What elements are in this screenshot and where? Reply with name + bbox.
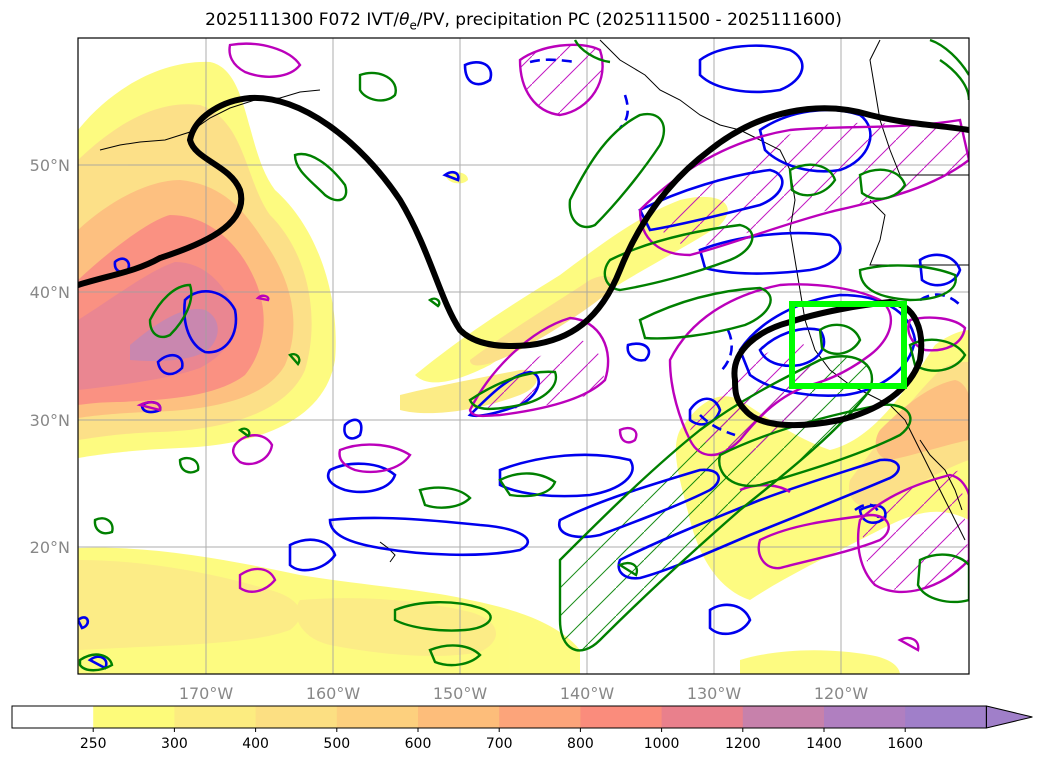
map-area [78, 38, 969, 674]
lon-axis-labels: 170°W 160°W 150°W 140°W 130°W 120°W [179, 684, 869, 703]
colorbar-tick-label: 250 [80, 736, 107, 752]
lon-label: 150°W [433, 684, 488, 703]
colorbar-tick-label: 1000 [644, 736, 680, 752]
colorbar-tick-label: 700 [486, 736, 513, 752]
colorbar-extend-arrow [985, 705, 1033, 729]
colorbar-tick-label: 500 [323, 736, 350, 752]
lon-label: 120°W [814, 684, 869, 703]
colorbar-swatch [580, 706, 663, 728]
colorbar-swatch [12, 706, 94, 728]
colorbar-swatch [93, 706, 175, 728]
colorbar-tick-label: 1600 [887, 736, 923, 752]
lon-label: 160°W [306, 684, 361, 703]
colorbar: 250 300 400 500 600 700 800 1000 1200 1400 1600 [11, 705, 1033, 752]
target-box [789, 301, 907, 389]
lat-label: 40°N [30, 283, 70, 302]
lat-axis-labels: 50°N 40°N 30°N 20°N [30, 156, 70, 557]
colorbar-swatch [336, 706, 419, 728]
lat-label: 20°N [30, 538, 70, 557]
precip-contours [78, 38, 969, 672]
colorbar-swatch [824, 706, 906, 728]
colorbar-swatch [742, 706, 825, 728]
lon-label: 130°W [687, 684, 742, 703]
colorbar-swatch [418, 706, 500, 728]
lat-label: 50°N [30, 156, 70, 175]
colorbar-tick-label: 300 [161, 736, 188, 752]
colorbar-swatch [255, 706, 338, 728]
colorbar-swatch [174, 706, 257, 728]
colorbar-swatch [905, 706, 987, 728]
colorbar-swatch [661, 706, 744, 728]
map-frame [77, 37, 970, 675]
lon-label: 140°W [560, 684, 615, 703]
colorbar-tick-label: 1400 [806, 736, 842, 752]
colorbar-tick-label: 600 [405, 736, 432, 752]
colorbar-tick-label: 800 [567, 736, 594, 752]
lat-label: 30°N [30, 411, 70, 430]
lon-label: 170°W [179, 684, 234, 703]
colorbar-swatch [499, 706, 581, 728]
colorbar-tick-label: 1200 [725, 736, 761, 752]
chart-title: 2025111300 F072 IVT/θe/PV, precipitation… [205, 10, 842, 33]
colorbar-tick-label: 400 [242, 736, 269, 752]
